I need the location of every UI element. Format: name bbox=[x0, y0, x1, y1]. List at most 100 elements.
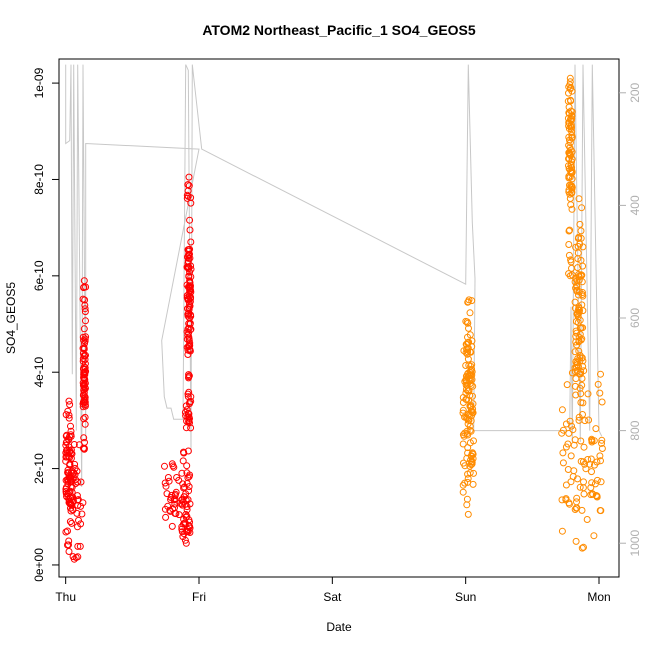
data-point bbox=[566, 144, 574, 152]
data-point bbox=[184, 393, 192, 401]
data-point bbox=[70, 555, 78, 563]
data-point bbox=[66, 518, 74, 526]
data-point bbox=[62, 528, 70, 536]
data-point bbox=[185, 272, 193, 280]
data-point bbox=[65, 411, 73, 419]
data-point bbox=[467, 427, 475, 435]
data-point bbox=[565, 241, 573, 248]
data-point bbox=[67, 422, 74, 430]
data-point bbox=[186, 339, 194, 347]
data-point bbox=[468, 365, 476, 373]
data-point bbox=[565, 429, 573, 437]
data-point bbox=[178, 528, 186, 536]
data-point bbox=[184, 390, 192, 398]
data-point bbox=[567, 162, 575, 170]
data-point bbox=[65, 537, 73, 545]
data-point bbox=[568, 128, 576, 136]
data-point bbox=[568, 175, 576, 183]
data-point bbox=[578, 204, 586, 212]
data-point bbox=[593, 476, 601, 484]
y-tick-label: 4e-10 bbox=[32, 357, 46, 388]
data-point bbox=[65, 414, 73, 422]
data-point bbox=[573, 341, 581, 349]
data-point bbox=[591, 461, 598, 469]
data-point bbox=[67, 446, 75, 454]
y-axis-right: 200 400 600 800 1000 bbox=[619, 82, 642, 557]
data-point bbox=[185, 247, 193, 255]
data-point bbox=[566, 181, 573, 189]
data-point bbox=[185, 343, 192, 350]
data-point bbox=[573, 494, 581, 502]
data-point bbox=[65, 499, 73, 506]
data-point bbox=[572, 375, 580, 383]
data-point bbox=[66, 448, 73, 456]
y-right-tick-label: 800 bbox=[628, 420, 642, 440]
data-point bbox=[185, 374, 192, 382]
data-point bbox=[77, 520, 85, 528]
x-tick-label: Fri bbox=[192, 590, 206, 604]
data-point bbox=[565, 149, 573, 157]
data-point bbox=[466, 309, 474, 317]
data-point bbox=[175, 511, 183, 519]
data-point bbox=[575, 304, 583, 312]
data-point bbox=[186, 250, 193, 258]
data-point bbox=[72, 554, 80, 561]
data-point bbox=[575, 276, 583, 284]
data-point bbox=[67, 427, 75, 435]
data-point bbox=[183, 506, 191, 514]
y-axis-label: SO4_GEOS5 bbox=[4, 282, 18, 354]
data-point bbox=[184, 305, 191, 313]
data-point bbox=[173, 474, 181, 481]
data-point bbox=[566, 195, 574, 202]
data-point bbox=[577, 390, 585, 398]
data-point bbox=[582, 465, 590, 473]
data-point bbox=[462, 362, 470, 369]
data-point bbox=[62, 488, 70, 495]
data-point bbox=[463, 340, 471, 348]
data-point bbox=[81, 379, 89, 387]
data-point bbox=[577, 457, 585, 465]
data-point bbox=[464, 510, 472, 518]
data-point bbox=[596, 389, 604, 397]
data-point bbox=[65, 541, 72, 549]
data-point bbox=[187, 238, 195, 246]
data-point bbox=[571, 506, 579, 513]
data-point bbox=[566, 81, 574, 89]
data-point bbox=[168, 522, 176, 530]
data-point bbox=[464, 444, 472, 452]
data-point bbox=[470, 437, 477, 445]
x-tick-label: Thu bbox=[55, 590, 76, 604]
data-point bbox=[563, 381, 571, 389]
data-point bbox=[165, 477, 173, 485]
chart-title: ATOM2 Northeast_Pacific_1 SO4_GEOS5 bbox=[202, 22, 476, 38]
data-point bbox=[66, 500, 74, 507]
data-point bbox=[465, 296, 473, 304]
data-point bbox=[74, 542, 82, 550]
data-point bbox=[80, 386, 88, 394]
data-point bbox=[566, 417, 574, 425]
data-point bbox=[82, 317, 89, 325]
data-point bbox=[466, 426, 474, 434]
data-point bbox=[185, 416, 193, 424]
data-point bbox=[185, 300, 193, 308]
data-point bbox=[463, 495, 471, 503]
data-point bbox=[468, 407, 476, 415]
data-point bbox=[187, 282, 194, 290]
data-point bbox=[575, 272, 583, 280]
data-point bbox=[179, 498, 187, 506]
data-point bbox=[186, 500, 194, 508]
plot-frame bbox=[58, 58, 620, 578]
data-point bbox=[185, 473, 193, 481]
data-point bbox=[565, 89, 572, 97]
data-point bbox=[597, 478, 605, 486]
data-point bbox=[565, 270, 573, 278]
data-point bbox=[576, 316, 584, 324]
data-point bbox=[180, 449, 188, 457]
data-point bbox=[568, 123, 575, 131]
data-point bbox=[81, 371, 89, 379]
x-axis-label: Date bbox=[326, 620, 352, 634]
data-point bbox=[64, 407, 72, 415]
data-point bbox=[585, 416, 593, 424]
data-point bbox=[67, 507, 75, 515]
data-point bbox=[80, 277, 88, 285]
